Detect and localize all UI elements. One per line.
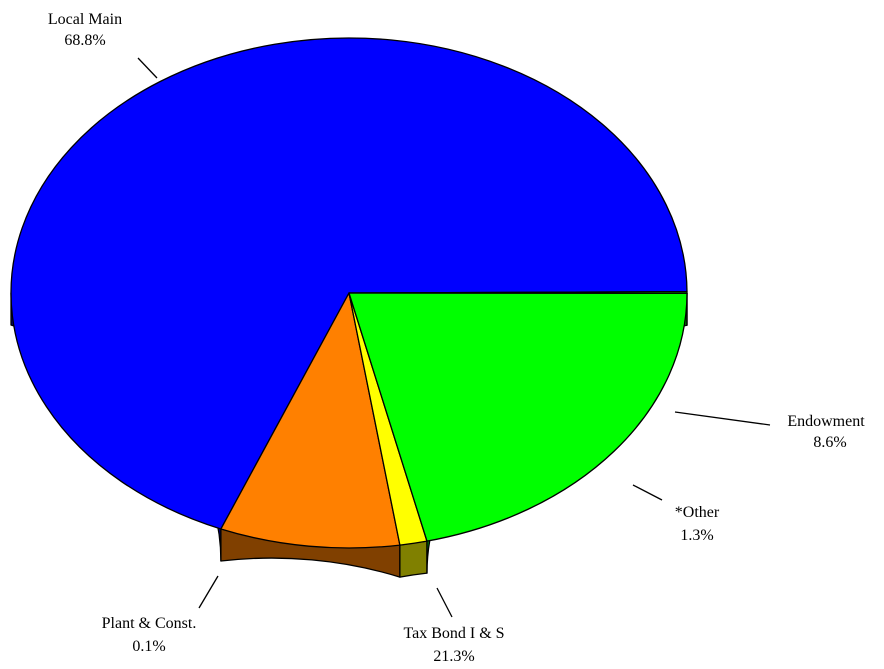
label-endowment-name: Endowment <box>787 413 865 430</box>
label-plant-value: 0.1% <box>132 638 165 655</box>
pie-slices <box>10 37 688 549</box>
label-local-main-name: Local Main <box>48 11 122 28</box>
label-other-name: *Other <box>675 504 720 521</box>
pie-slice-local-main <box>10 37 688 530</box>
label-other-value: 1.3% <box>680 527 713 544</box>
leader-line-plant-const <box>198 575 219 609</box>
pie-slice-tax-bond <box>348 292 688 542</box>
leader-lines <box>137 57 771 618</box>
pie-slice-plant-const <box>348 291 688 294</box>
label-plant-name: Plant & Const. <box>102 615 197 632</box>
pie-slice-endowment <box>220 292 401 549</box>
slice-labels: Local Main 68.8% Endowment 8.6% *Other 1… <box>48 11 865 665</box>
label-tax-bond-name: Tax Bond I & S <box>403 625 504 642</box>
leader-line-endowment <box>674 411 771 426</box>
pie-side-other <box>399 540 428 578</box>
label-local-main-value: 68.8% <box>64 32 105 49</box>
label-tax-bond-value: 21.3% <box>433 648 474 665</box>
leader-line-tax-bond <box>436 587 453 618</box>
leader-line-local-main <box>137 57 158 79</box>
leader-line-other <box>632 484 663 501</box>
label-endowment-value: 8.6% <box>813 434 846 451</box>
